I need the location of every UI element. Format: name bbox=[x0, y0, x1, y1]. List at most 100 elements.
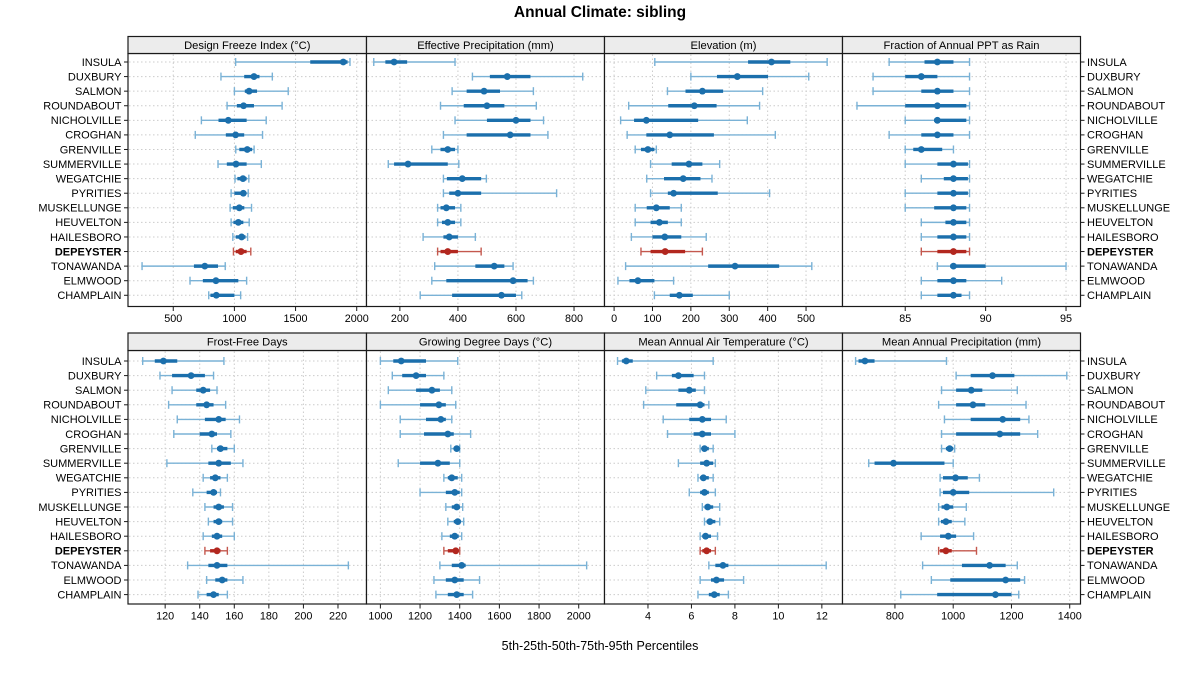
site-label-right-salmon: SALMON bbox=[1087, 86, 1134, 98]
strip-title: Mean Annual Air Temperature (°C) bbox=[638, 337, 809, 349]
median-dot bbox=[201, 262, 209, 270]
series-elmwood bbox=[431, 276, 535, 285]
x-tick-label: 10 bbox=[772, 611, 784, 623]
x-tick-label: 160 bbox=[225, 611, 243, 623]
median-dot bbox=[451, 489, 459, 496]
x-tick-label: 1400 bbox=[448, 611, 472, 623]
median-dot bbox=[234, 218, 242, 226]
median-dot bbox=[453, 445, 461, 452]
site-label-right-depeyster: DEPEYSTER bbox=[1087, 246, 1154, 258]
site-label-left-tonawanda: TONAWANDA bbox=[51, 560, 122, 572]
site-label-right-summerville: SUMMERVILLE bbox=[1087, 159, 1166, 171]
x-tick-label: 200 bbox=[682, 313, 700, 325]
series-pyrities bbox=[649, 189, 771, 198]
series-tonawanda bbox=[434, 262, 514, 271]
series-duxbury bbox=[955, 371, 1068, 380]
site-label-left-depeyster: DEPEYSTER bbox=[55, 246, 122, 258]
x-tick-label: 800 bbox=[886, 611, 904, 623]
series-nicholville bbox=[904, 116, 971, 125]
series-tonawanda bbox=[708, 561, 827, 570]
site-label-left-heuvelton: HEUVELTON bbox=[55, 516, 121, 528]
series-grenville bbox=[634, 145, 658, 154]
x-tick-label: 95 bbox=[1060, 313, 1072, 325]
x-tick-label: 90 bbox=[980, 313, 992, 325]
median-dot bbox=[452, 547, 460, 555]
strip-title: Elevation (m) bbox=[691, 40, 757, 52]
series-grenville bbox=[431, 145, 459, 154]
median-dot bbox=[451, 576, 459, 584]
median-dot bbox=[215, 416, 223, 423]
median-dot bbox=[203, 401, 211, 409]
series-croghan bbox=[940, 430, 1039, 438]
site-label-left-elmwood: ELMWOOD bbox=[63, 276, 121, 288]
median-dot bbox=[699, 474, 707, 482]
series-depeyster bbox=[443, 546, 461, 555]
median-dot bbox=[989, 372, 996, 379]
series-pyrities bbox=[419, 488, 463, 497]
series-elmwood bbox=[617, 276, 675, 285]
series-tonawanda bbox=[921, 561, 1018, 570]
x-tick-label: 1500 bbox=[284, 313, 308, 325]
site-label-right-hailesboro: HAILESBORO bbox=[1087, 232, 1159, 244]
median-dot bbox=[642, 116, 650, 124]
strip-title: Design Freeze Index (°C) bbox=[184, 40, 311, 52]
site-label-left-nicholville: NICHOLVILLE bbox=[51, 115, 122, 127]
series-grenville bbox=[450, 444, 461, 453]
median-dot bbox=[444, 248, 452, 255]
panel-design-freeze-index-c-: 500 1000 1500 2000 Design Freeze Index (°C) bbox=[127, 35, 369, 325]
series-summerville bbox=[904, 160, 971, 169]
median-dot bbox=[698, 430, 706, 438]
median-dot bbox=[208, 430, 216, 438]
median-dot bbox=[215, 503, 223, 511]
site-label-left-croghan: CROGHAN bbox=[65, 130, 121, 142]
median-dot bbox=[861, 357, 869, 365]
x-tick-label: 1800 bbox=[527, 611, 551, 623]
x-tick-label: 800 bbox=[565, 313, 583, 325]
series-depeyster bbox=[204, 546, 229, 555]
median-dot bbox=[950, 291, 957, 299]
series-tonawanda bbox=[936, 262, 1067, 271]
series-duxbury bbox=[690, 72, 810, 81]
series-duxbury bbox=[872, 72, 971, 81]
series-elmwood bbox=[189, 276, 248, 285]
median-dot bbox=[239, 189, 247, 197]
series-insula bbox=[234, 58, 351, 66]
site-label-right-elmwood: ELMWOOD bbox=[1087, 575, 1145, 587]
series-muskellunge bbox=[904, 203, 971, 212]
x-axis-caption: 5th-25th-50th-75th-95th Percentiles bbox=[501, 639, 699, 653]
series-hailesboro bbox=[441, 532, 463, 541]
median-dot bbox=[944, 532, 952, 540]
panel-background bbox=[366, 350, 605, 604]
x-tick-label: 2000 bbox=[345, 313, 369, 325]
median-dot bbox=[235, 204, 243, 212]
series-muskellunge bbox=[634, 203, 682, 212]
median-dot bbox=[451, 532, 459, 540]
series-heuvelton bbox=[920, 218, 971, 227]
median-dot bbox=[696, 401, 704, 409]
site-label-left-salmon: SALMON bbox=[75, 385, 122, 397]
median-dot bbox=[917, 73, 925, 80]
median-dot bbox=[950, 160, 957, 168]
series-champlain bbox=[197, 590, 229, 599]
median-dot bbox=[250, 73, 258, 80]
median-dot bbox=[509, 277, 517, 285]
median-dot bbox=[967, 386, 975, 394]
strip-title: Effective Precipitation (mm) bbox=[417, 40, 554, 52]
median-dot bbox=[950, 233, 957, 241]
site-label-right-grenville: GRENVILLE bbox=[1087, 144, 1149, 156]
median-dot bbox=[634, 277, 642, 285]
median-dot bbox=[160, 357, 167, 365]
median-dot bbox=[390, 58, 398, 66]
panel-fraction-of-annual-ppt-as-rain: 85 90 95 Fraction of Annual PPT as Rain bbox=[841, 35, 1082, 325]
median-dot bbox=[448, 474, 456, 482]
site-label-right-depeyster: DEPEYSTER bbox=[1087, 546, 1154, 558]
series-insula bbox=[654, 58, 828, 66]
series-muskellunge bbox=[937, 503, 968, 511]
series-pyrities bbox=[688, 488, 717, 497]
panel-frost-free-days: 120 140 160 180 200 220 Frost-Free Days bbox=[127, 332, 368, 623]
site-label-left-wegatchie: WEGATCHIE bbox=[56, 173, 122, 185]
series-salmon bbox=[451, 87, 535, 96]
site-label-left-insula: INSULA bbox=[82, 356, 122, 368]
series-salmon bbox=[872, 87, 971, 96]
